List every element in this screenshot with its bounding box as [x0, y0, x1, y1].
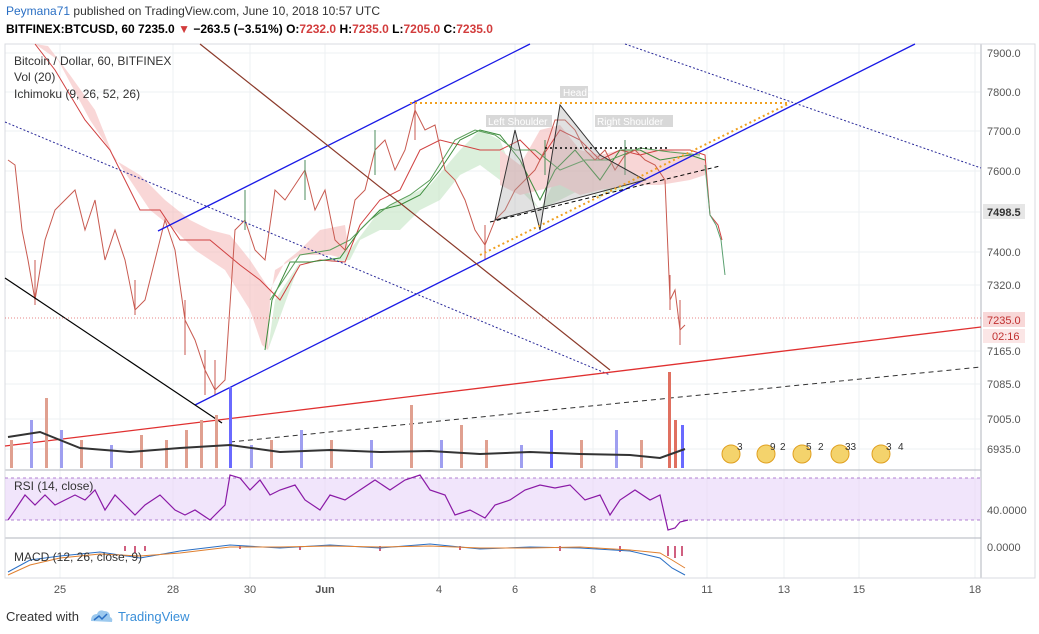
price-tick: 7700.0 — [987, 126, 1021, 138]
rsi-pane[interactable]: RSI (14, close) — [5, 474, 981, 531]
time-tick: 8 — [590, 584, 596, 596]
event-count: 3 — [737, 442, 743, 453]
price-tick: 7900.0 — [987, 48, 1021, 60]
us-flag-icon[interactable] — [871, 444, 891, 464]
event-count: 3 — [886, 442, 892, 453]
us-flag-icon[interactable] — [756, 444, 776, 464]
legend-title: Bitcoin / Dollar, 60, BITFINEX — [14, 54, 171, 68]
time-tick: 28 — [167, 584, 179, 596]
badge-countdown: 02:16 — [992, 331, 1020, 343]
trend-lines — [4, 43, 982, 447]
macd-axis-tick: 0.0000 — [987, 542, 1021, 554]
legend-ichimoku: Ichimoku (9, 26, 52, 26) — [14, 87, 140, 101]
event-count: 2 — [818, 442, 824, 453]
open-value: 7232.0 — [299, 22, 337, 36]
price-tick: 7800.0 — [987, 87, 1021, 99]
price-tick: 7600.0 — [987, 166, 1021, 178]
us-flag-icon[interactable] — [792, 444, 812, 464]
author-link[interactable]: Peymana71 — [6, 4, 71, 18]
time-tick: 15 — [853, 584, 865, 596]
close-value: 7235.0 — [456, 22, 493, 36]
symbol-line: BITFINEX:BTCUSD, 60 7235.0 ▼ −263.5 (−3.… — [6, 22, 493, 36]
legend-vol: Vol (20) — [14, 70, 55, 84]
rsi-label: RSI (14, close) — [14, 479, 93, 493]
time-tick: 30 — [244, 584, 256, 596]
price-axis[interactable]: 7900.0 7800.0 7700.0 7600.0 7400.0 7320.… — [987, 48, 1027, 554]
head-shoulders-pattern: Head Left Shoulder Right Shoulder — [410, 86, 791, 256]
macd-pane[interactable]: MACD (12, 26, close, 9) — [7, 543, 686, 576]
footer: Created with TradingView — [0, 600, 1039, 634]
close-label: C: — [443, 22, 457, 36]
open-label: O: — [286, 22, 300, 36]
chart-area[interactable]: Head Left Shoulder Right Shoulder — [0, 40, 1039, 600]
price-tick: 7085.0 — [987, 379, 1021, 391]
badge-current: 7498.5 — [987, 207, 1021, 219]
low-value: 7205.0 — [403, 22, 441, 36]
price-tick: 7005.0 — [987, 414, 1021, 426]
event-count: 9 — [770, 442, 776, 453]
created-with-text: Created with — [6, 609, 79, 624]
low-label: L: — [392, 22, 404, 36]
price-change: −263.5 (−3.51%) — [193, 22, 283, 36]
last-price: 7235.0 — [138, 22, 175, 36]
tradingview-logo-icon[interactable] — [88, 607, 114, 625]
event-count: 2 — [780, 442, 786, 453]
price-tick: 7320.0 — [987, 280, 1021, 292]
annotation-left-shoulder: Left Shoulder — [488, 117, 548, 128]
rsi-axis-tick: 40.0000 — [987, 505, 1027, 517]
high-value: 7235.0 — [352, 22, 389, 36]
us-flag-icon[interactable] — [721, 444, 741, 464]
time-tick: 18 — [969, 584, 981, 596]
tradingview-link[interactable]: TradingView — [118, 609, 190, 624]
time-tick: 25 — [54, 584, 66, 596]
macd-label: MACD (12, 26, close, 9) — [14, 550, 142, 564]
event-count: 5 — [806, 442, 812, 453]
time-tick: 6 — [512, 584, 518, 596]
annotation-head: Head — [563, 88, 587, 99]
symbol-name: BITFINEX:BTCUSD, 60 — [6, 22, 135, 36]
us-flag-icon[interactable] — [830, 444, 850, 464]
high-label: H: — [339, 22, 353, 36]
annotation-right-shoulder: Right Shoulder — [597, 117, 664, 128]
time-tick: 13 — [778, 584, 790, 596]
time-tick: Jun — [315, 584, 335, 596]
event-count: 33 — [845, 442, 857, 453]
price-tick: 7165.0 — [987, 346, 1021, 358]
time-tick: 4 — [436, 584, 442, 596]
economic-events[interactable]: 3 9 2 5 2 33 3 4 — [721, 442, 904, 464]
event-count: 4 — [898, 442, 904, 453]
publish-line: Peymana71 published on TradingView.com, … — [6, 4, 380, 18]
price-tick: 7400.0 — [987, 247, 1021, 259]
time-tick: 11 — [701, 584, 712, 596]
volume-bars — [7, 372, 686, 468]
chart-header: Peymana71 published on TradingView.com, … — [0, 0, 1039, 40]
price-tick: 6935.0 — [987, 444, 1021, 456]
chart-legend: Bitcoin / Dollar, 60, BITFINEX Vol (20) … — [14, 54, 171, 101]
down-arrow-icon: ▼ — [178, 22, 190, 36]
published-text: published on TradingView.com, June 10, 2… — [73, 4, 381, 18]
time-axis[interactable]: 25 28 30 Jun 4 6 8 11 13 15 18 — [54, 584, 981, 596]
badge-last: 7235.0 — [987, 315, 1021, 327]
price-badges: 7498.5 7235.0 02:16 — [983, 204, 1025, 343]
